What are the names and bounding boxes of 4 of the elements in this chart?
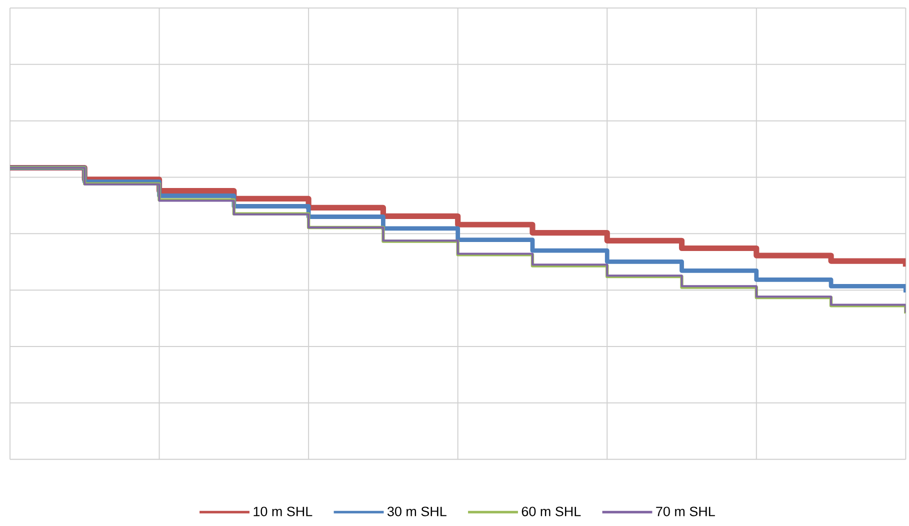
legend-label: 30 m SHL bbox=[387, 506, 446, 516]
legend-label: 10 m SHL bbox=[254, 506, 312, 516]
legend-label: 70 m SHL bbox=[656, 506, 715, 516]
legend-label: 60 m SHL bbox=[522, 506, 581, 516]
